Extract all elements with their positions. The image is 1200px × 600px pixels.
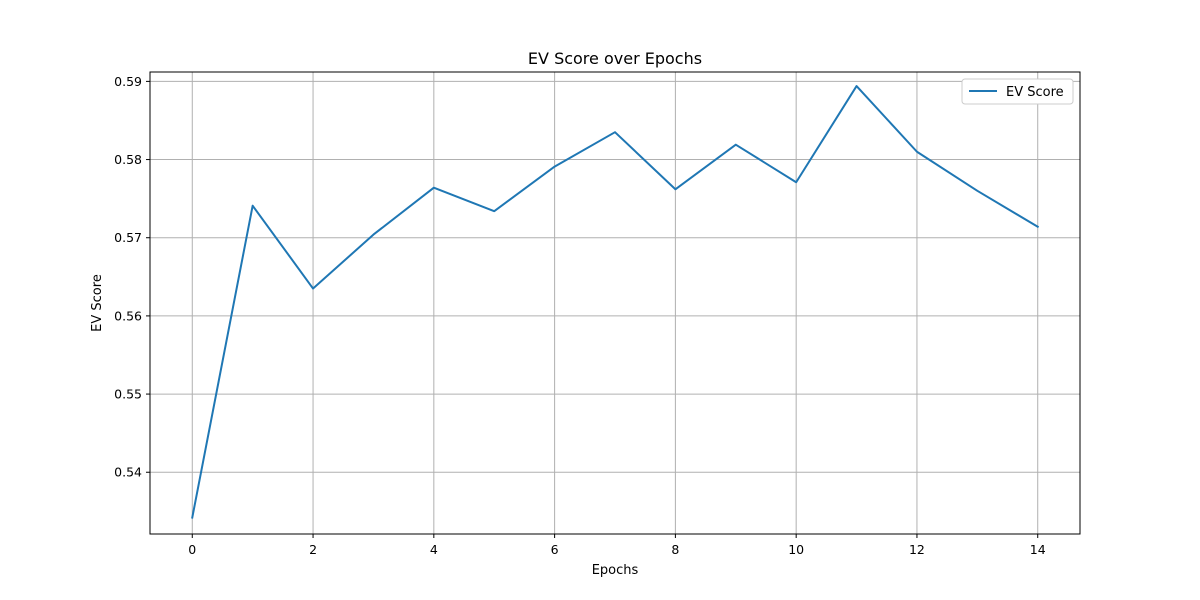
plot-background bbox=[150, 72, 1080, 534]
chart-title: EV Score over Epochs bbox=[528, 49, 702, 68]
plot-area bbox=[149, 71, 1081, 535]
x-tick-label: 8 bbox=[671, 542, 679, 557]
series-layer bbox=[191, 85, 1040, 519]
x-tick-label: 4 bbox=[430, 542, 438, 557]
x-tick-label: 6 bbox=[551, 542, 559, 557]
y-tick-label: 0.58 bbox=[114, 152, 142, 167]
x-tick-label: 0 bbox=[188, 542, 196, 557]
y-tick-label: 0.55 bbox=[114, 387, 142, 402]
x-tick-label: 14 bbox=[1030, 542, 1046, 557]
legend-label: EV Score bbox=[1006, 85, 1064, 100]
x-tick-label: 10 bbox=[788, 542, 804, 557]
y-tick-label: 0.59 bbox=[114, 74, 142, 89]
legend: EV Score bbox=[961, 78, 1074, 105]
horizontal-gridlines bbox=[150, 80, 1080, 473]
plot-frame bbox=[149, 71, 1081, 535]
y-tick-label: 0.54 bbox=[114, 465, 142, 480]
legend-box bbox=[961, 78, 1074, 105]
x-tick-label: 12 bbox=[909, 542, 925, 557]
y-tick-label: 0.57 bbox=[114, 230, 142, 245]
x-axis-label: Epochs bbox=[592, 563, 639, 578]
x-tick-label: 2 bbox=[309, 542, 317, 557]
y-axis-ticks: 0.54 0.55 0.56 0.57 0.58 0.59 bbox=[114, 74, 150, 480]
y-tick-label: 0.56 bbox=[114, 308, 142, 323]
x-axis-ticks: 0 2 4 6 8 10 12 14 bbox=[188, 534, 1046, 557]
vertical-gridlines bbox=[191, 72, 1039, 534]
y-axis-label: EV Score bbox=[90, 274, 105, 332]
